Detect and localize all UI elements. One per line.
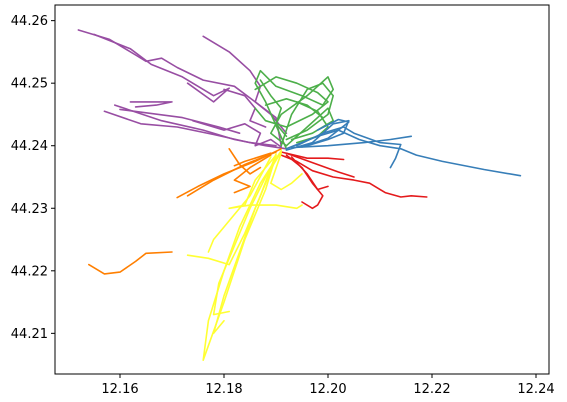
track-red-3	[285, 152, 355, 178]
y-tick-label: 44.24	[11, 139, 48, 154]
track-purple-1	[93, 33, 230, 103]
track-orange-5	[88, 251, 173, 275]
series-orange	[88, 148, 283, 275]
x-tick-label: 12.16	[101, 382, 138, 397]
track-blue-1	[285, 119, 350, 151]
track-red-1	[280, 151, 345, 161]
track-yellow-2	[228, 154, 303, 210]
series-blue	[285, 118, 522, 177]
track-yellow-5	[269, 152, 303, 191]
series-red	[280, 151, 428, 210]
track-purple-5	[129, 101, 173, 108]
track-blue-2	[290, 135, 413, 149]
track-green-4	[259, 79, 288, 138]
track-purple-3	[114, 104, 288, 150]
x-axis-ticks: 12.16 12.18 12.20 12.22 12.24	[101, 374, 555, 397]
y-tick-label: 44.21	[11, 327, 48, 342]
y-axis-ticks: 44.21 44.22 44.23 44.24 44.25 44.26	[11, 14, 55, 342]
track-red-4	[290, 156, 329, 191]
axes-frame	[54, 4, 550, 375]
y-tick-label: 44.23	[11, 202, 48, 217]
y-tick-label: 44.22	[11, 264, 48, 279]
track-red-0	[280, 154, 428, 198]
track-green-3	[280, 82, 335, 147]
plot-background	[55, 5, 549, 374]
track-yellow-1	[212, 151, 283, 316]
track-blue-4	[301, 118, 350, 148]
track-purple-8	[119, 108, 241, 134]
track-green-6	[264, 98, 324, 119]
track-blue-3	[295, 126, 402, 169]
series-yellow	[186, 149, 303, 362]
track-orange-1	[186, 151, 277, 197]
y-tick-label: 44.25	[11, 77, 48, 92]
series-purple	[77, 29, 288, 150]
track-layer	[77, 29, 522, 362]
track-yellow-6	[207, 156, 272, 253]
track-blue-0	[285, 129, 522, 177]
track-green-2	[254, 76, 329, 128]
track-green-1	[285, 107, 335, 147]
y-tick-label: 44.26	[11, 14, 48, 29]
track-orange-2	[233, 154, 272, 194]
x-tick-label: 12.18	[205, 382, 242, 397]
track-purple-4	[103, 110, 277, 147]
series-green	[254, 69, 335, 150]
x-tick-label: 12.22	[413, 382, 450, 397]
x-tick-label: 12.20	[309, 382, 346, 397]
track-orange-4	[228, 148, 262, 175]
track-yellow-4	[212, 157, 277, 335]
track-orange-3	[233, 152, 272, 167]
x-tick-label: 12.24	[517, 382, 554, 397]
track-purple-6	[192, 119, 283, 148]
